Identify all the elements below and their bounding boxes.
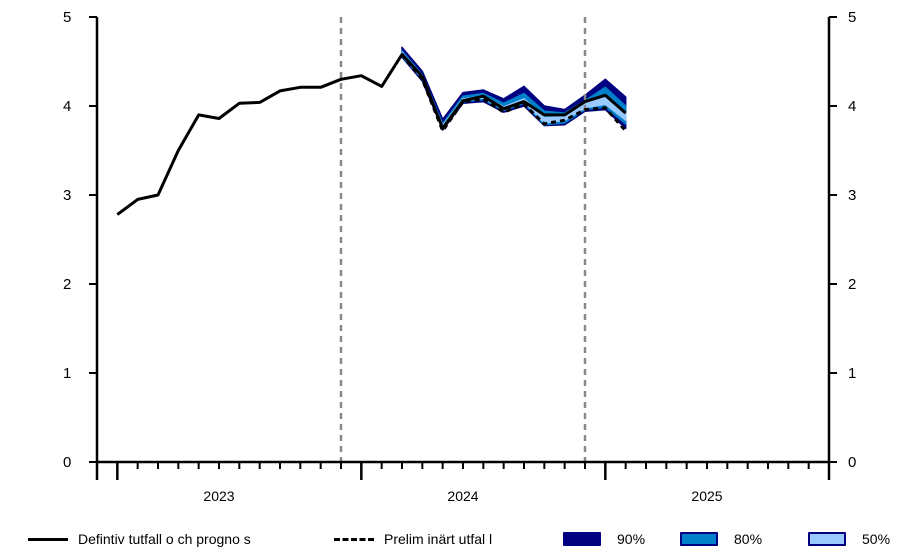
y-tick-label-right: 1 <box>848 365 856 382</box>
y-tick-label-right: 2 <box>848 276 856 293</box>
legend-item-band-50: 50% <box>808 531 890 547</box>
legend-band-80-label: 80% <box>734 531 763 547</box>
legend-item-band-80: 80% <box>680 531 762 547</box>
vertical-year-markers <box>339 17 587 462</box>
legend-band-80-swatch <box>680 532 718 546</box>
legend-solid-label: Defintiv tutfall o ch progno s <box>78 531 251 547</box>
x-year-label: 2024 <box>447 488 478 504</box>
series-lines <box>116 52 627 216</box>
y-tick-label-left: 4 <box>63 98 71 115</box>
confidence-bands <box>401 46 627 131</box>
legend-dashed-label: Prelim inärt utfal l <box>384 531 493 547</box>
y-tick-label-left: 1 <box>63 365 71 382</box>
legend-item-dashed: Prelim inärt utfal l <box>334 531 492 547</box>
band-90-area <box>401 46 627 131</box>
y-tick-label-right: 5 <box>848 9 856 26</box>
axes: 0 0 1 1 2 2 3 3 4 4 5 5 2023 2024 2025 <box>63 9 856 504</box>
series-preliminary-line <box>400 53 627 133</box>
legend-band-90-swatch <box>563 532 601 546</box>
y-tick-label-right: 0 <box>848 454 856 471</box>
y-tick-label-left: 5 <box>63 9 71 26</box>
legend-dashed-line-swatch <box>334 537 374 541</box>
legend-item-band-90: 90% <box>563 531 645 547</box>
legend-band-50-swatch <box>808 532 846 546</box>
legend-solid-line-swatch <box>28 537 68 541</box>
y-tick-label-right: 4 <box>848 98 856 115</box>
legend-band-50-label: 50% <box>862 531 891 547</box>
y-tick-label-left: 3 <box>63 187 71 204</box>
legend-band-90-label: 90% <box>617 531 646 547</box>
y-tick-label-right: 3 <box>848 187 856 204</box>
x-year-label: 2025 <box>691 488 722 504</box>
legend-item-solid: Defintiv tutfall o ch progno s <box>28 531 251 547</box>
chart-legend: Defintiv tutfall o ch progno s Prelim in… <box>0 528 902 553</box>
line-chart: 0 0 1 1 2 2 3 3 4 4 5 5 2023 2024 2025 <box>63 9 856 504</box>
series-definitive-line <box>116 52 627 216</box>
y-tick-label-left: 2 <box>63 276 71 293</box>
x-year-label: 2023 <box>203 488 234 504</box>
y-tick-label-left: 0 <box>63 454 71 471</box>
